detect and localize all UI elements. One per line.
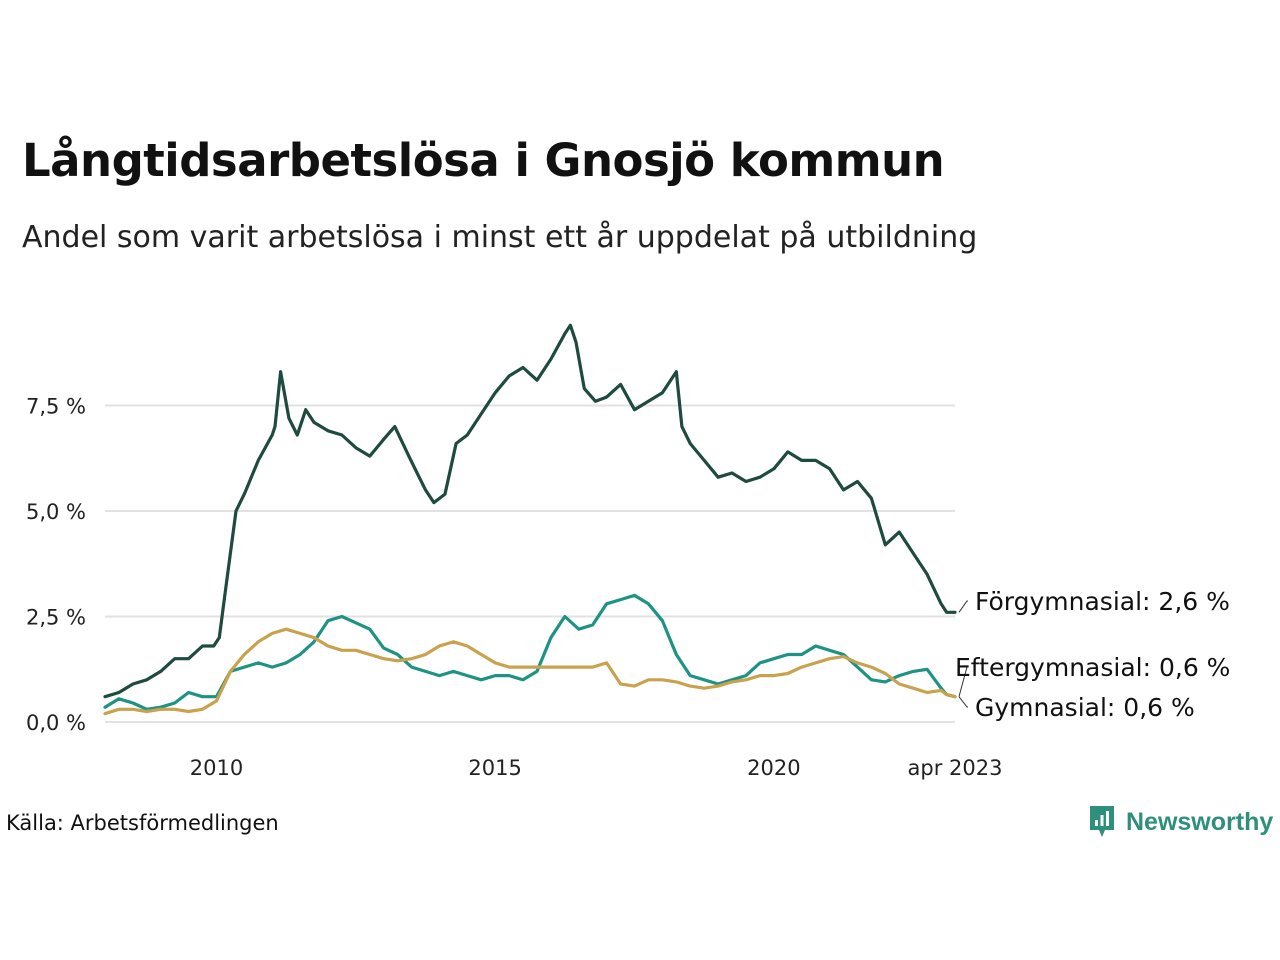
y-tick-label: 0,0 % <box>26 711 86 735</box>
source-note: Källa: Arbetsförmedlingen <box>6 811 279 835</box>
brand-name: Newsworthy <box>1126 807 1274 836</box>
y-tick-label: 5,0 % <box>26 500 86 524</box>
x-tick-label: 2020 <box>747 756 800 780</box>
series-end-labels: Förgymnasial: 2,6 % Eftergymnasial: 0,6 %… <box>955 587 1230 722</box>
y-tick-label: 2,5 % <box>26 606 86 630</box>
chart-title: Långtidsarbetslösa i Gnosjö kommun <box>22 134 945 187</box>
series-line-eftergymnasial <box>103 593 957 711</box>
x-tick-label: apr 2023 <box>908 756 1003 780</box>
label-leader-line <box>958 696 968 708</box>
newsworthy-logo-icon <box>1090 806 1114 837</box>
newsworthy-logo: Newsworthy <box>1088 804 1273 840</box>
series-end-label: Förgymnasial: 2,6 % <box>975 587 1230 616</box>
series-end-label: Gymnasial: 0,6 % <box>975 693 1195 722</box>
series-line-gymnasial <box>103 627 957 716</box>
label-leader-line <box>958 666 968 697</box>
x-axis-ticks: 2010 2015 2020 apr 2023 <box>190 756 1003 780</box>
y-tick-label: 7,5 % <box>26 395 86 419</box>
chart-subtitle: Andel som varit arbetslösa i minst ett å… <box>22 220 978 255</box>
series-end-label: Eftergymnasial: 0,6 % <box>955 653 1230 682</box>
series-line-förgymnasial <box>103 323 957 699</box>
x-tick-label: 2015 <box>468 756 521 780</box>
gridlines <box>105 404 955 723</box>
series-lines <box>103 323 957 716</box>
label-leader-line <box>958 600 968 613</box>
x-tick-label: 2010 <box>190 756 243 780</box>
y-axis-ticks: 0,0 % 2,5 % 5,0 % 7,5 % <box>26 395 86 736</box>
